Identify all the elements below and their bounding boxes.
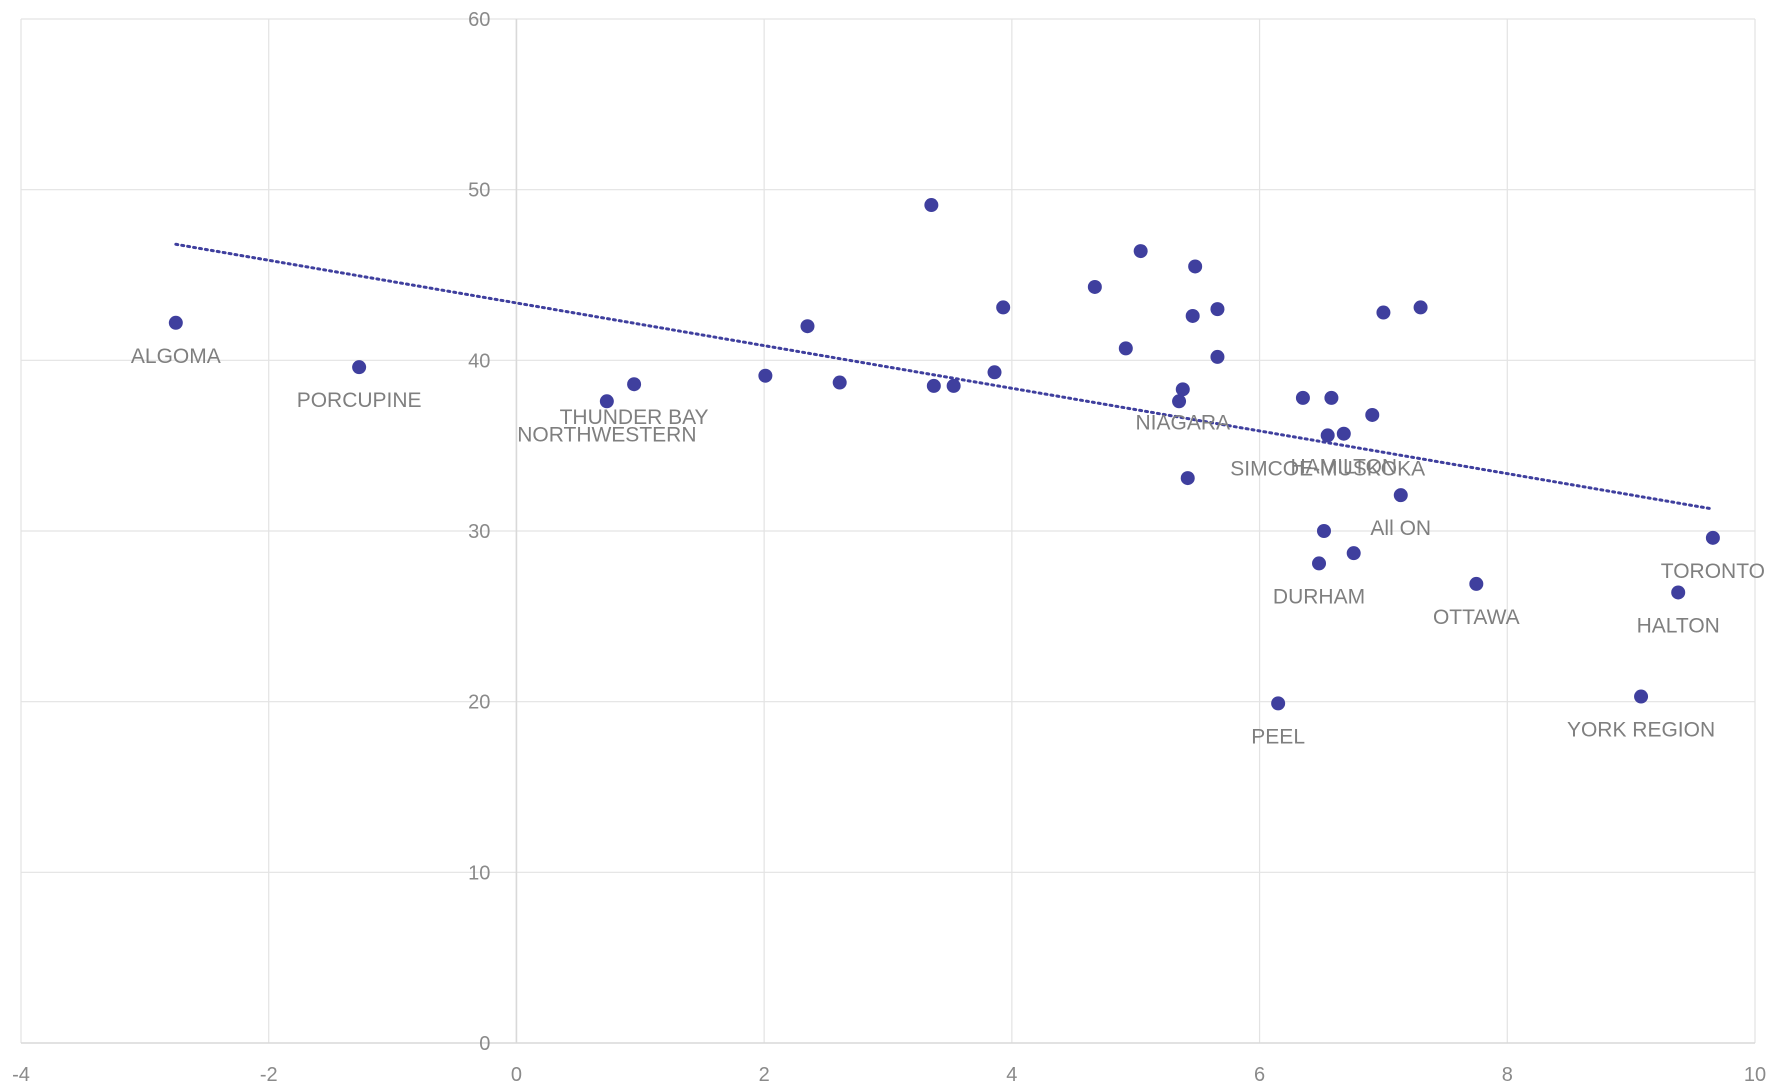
data-point: [946, 378, 961, 393]
y-tick-label: 60: [468, 9, 490, 31]
data-point: [996, 300, 1011, 315]
data-label: SIMCOE-MUSKOKA: [1230, 457, 1425, 480]
data-label: HAMILTON: [1291, 456, 1398, 479]
data-label: OTTAWA: [1433, 606, 1520, 629]
data-point: [168, 315, 183, 330]
data-point: [1175, 382, 1190, 397]
data-point: [1185, 308, 1200, 323]
data-label: PORCUPINE: [297, 389, 422, 412]
data-point: [1312, 556, 1327, 571]
x-tick-label: 4: [1006, 1064, 1017, 1084]
data-label: YORK REGION: [1567, 719, 1715, 742]
x-tick-label: 6: [1254, 1064, 1265, 1084]
data-point: [800, 319, 815, 334]
data-point: [758, 368, 773, 383]
x-tick-label: -4: [12, 1064, 30, 1084]
tick-labels: -4 -2 0 2 4 6 8 10 0 10 20 30 40 50 60: [12, 9, 1766, 1084]
x-tick-label: 8: [1502, 1064, 1513, 1084]
data-point: [1172, 394, 1187, 409]
data-point: [1346, 546, 1361, 561]
y-tick-label: 30: [468, 521, 490, 543]
data-point: [1295, 390, 1310, 405]
data-label: PEEL: [1251, 725, 1305, 748]
data-label: THUNDER BAY: [560, 406, 709, 429]
data-label: HALTON: [1637, 614, 1720, 637]
data-points: [168, 198, 1720, 711]
data-point: [1365, 407, 1380, 422]
y-tick-label: 50: [468, 180, 490, 202]
data-point: [599, 394, 614, 409]
data-point: [1336, 426, 1351, 441]
x-tick-label: 10: [1744, 1064, 1766, 1084]
data-point: [1087, 279, 1102, 294]
y-tick-label: 10: [468, 862, 490, 884]
data-point: [1634, 689, 1649, 704]
data-point: [1376, 305, 1391, 320]
data-point: [832, 375, 847, 390]
data-point: [1188, 259, 1203, 274]
data-point: [1393, 488, 1408, 503]
data-point: [1118, 341, 1133, 356]
data-point: [924, 198, 939, 213]
data-point: [926, 378, 941, 393]
data-point: [1320, 428, 1335, 443]
data-point: [987, 365, 1002, 380]
data-point: [1705, 530, 1720, 545]
data-point: [1180, 471, 1195, 486]
y-tick-label: 20: [468, 692, 490, 714]
data-point: [627, 377, 642, 392]
data-point: [1271, 696, 1286, 711]
x-tick-label: 0: [511, 1064, 522, 1084]
x-tick-label: -2: [260, 1064, 278, 1084]
data-point: [1210, 302, 1225, 317]
trendline-path: [174, 242, 1714, 511]
data-label: ALGOMA: [131, 345, 221, 368]
axes: [21, 19, 1755, 1044]
data-point: [1324, 390, 1339, 405]
data-label: NORTHWESTERN: [517, 423, 696, 446]
data-point: [1316, 524, 1331, 538]
data-point: [1133, 244, 1148, 259]
grid-lines: [20, 18, 1756, 1043]
data-label: NIAGARA: [1136, 411, 1231, 434]
y-tick-label: 40: [468, 350, 490, 372]
y-tick-label: 0: [479, 1033, 490, 1055]
data-label: TORONTO: [1661, 560, 1765, 583]
data-label: DURHAM: [1273, 585, 1365, 608]
data-point: [1671, 585, 1686, 600]
data-label: All ON: [1370, 517, 1431, 540]
data-point: [1413, 300, 1428, 315]
x-tick-label: 2: [759, 1064, 770, 1084]
data-point: [352, 360, 367, 375]
trendline: [174, 242, 1714, 511]
data-point: [1469, 576, 1484, 591]
data-point: [1210, 349, 1225, 364]
